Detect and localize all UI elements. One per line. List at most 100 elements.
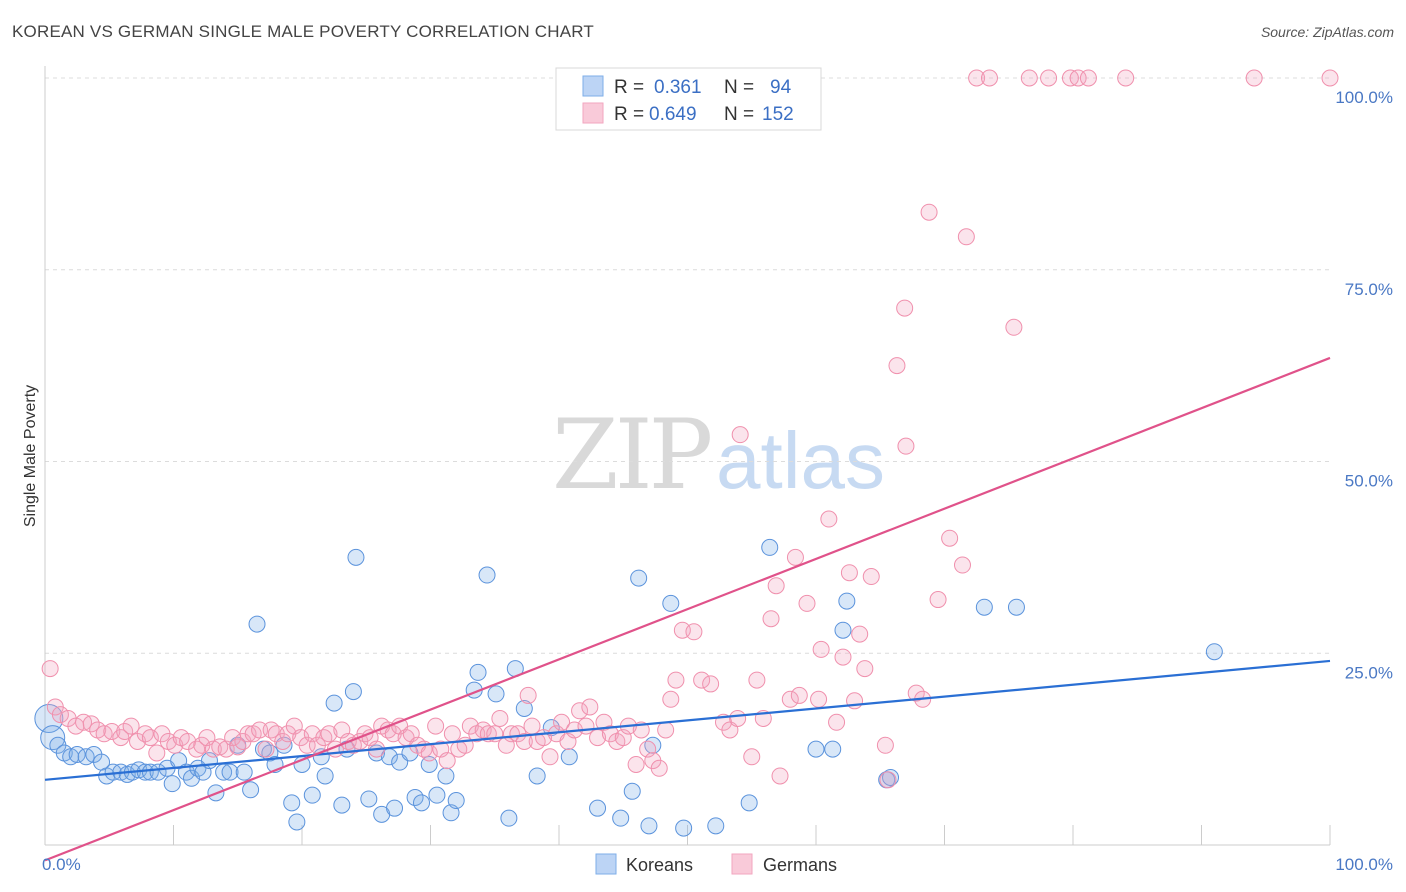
y-tick-label-1: 50.0% — [1345, 472, 1393, 491]
german-point-65 — [438, 752, 456, 770]
watermark-atlas: atlas — [716, 416, 885, 505]
korean-point-89 — [975, 598, 993, 616]
german-point-25 — [204, 740, 222, 758]
korean-point-61 — [447, 792, 465, 810]
german-point-9 — [103, 722, 121, 740]
german-point-153 — [1117, 69, 1135, 87]
german-point-140 — [920, 203, 938, 221]
german-point-107 — [693, 671, 711, 689]
german-point-2 — [51, 706, 69, 724]
german-point-132 — [862, 568, 880, 586]
german-point-88 — [571, 702, 589, 720]
german-point-29 — [229, 738, 247, 756]
korean-point-80 — [707, 817, 725, 835]
bottom-legend-germans-swatch — [731, 853, 753, 875]
german-point-128 — [840, 564, 858, 582]
bottom-legend-germans-label: Germans — [763, 855, 837, 875]
legend-germans-r-label: R = — [614, 104, 644, 125]
legend-koreans-n-label: N = — [724, 77, 754, 98]
korean-point-37 — [283, 794, 301, 812]
korean-point-31 — [242, 781, 260, 799]
germans-trend-line — [44, 356, 1331, 862]
korean-point-56 — [413, 794, 431, 812]
german-point-136 — [896, 299, 914, 317]
korean-point-19 — [163, 775, 181, 793]
german-point-26 — [211, 738, 229, 756]
german-point-78 — [515, 732, 533, 750]
german-point-83 — [541, 748, 559, 766]
german-point-66 — [443, 725, 461, 743]
korean-point-32 — [248, 615, 266, 633]
german-point-133 — [876, 736, 894, 754]
german-point-85 — [553, 713, 571, 731]
korean-point-48 — [360, 790, 378, 808]
legend-germans-swatch — [582, 102, 604, 124]
legend-koreans-r-value: 0.361 — [654, 77, 702, 98]
german-point-144 — [957, 228, 975, 246]
legend-germans-r-value: 0.649 — [649, 104, 697, 125]
german-point-118 — [771, 767, 789, 785]
german-point-120 — [786, 548, 804, 566]
german-point-97 — [627, 755, 645, 773]
german-point-103 — [662, 690, 680, 708]
korean-point-40 — [303, 786, 321, 804]
bottom-legend-koreans-swatch — [595, 853, 617, 875]
german-point-12 — [122, 717, 140, 735]
korean-point-83 — [807, 740, 825, 758]
korean-point-47 — [347, 548, 365, 566]
german-point-33 — [251, 721, 269, 739]
german-point-123 — [810, 690, 828, 708]
legend-germans-n-value: 152 — [762, 104, 794, 125]
german-point-74 — [491, 709, 509, 727]
german-point-130 — [851, 625, 869, 643]
german-point-106 — [685, 623, 703, 641]
german-point-0 — [41, 660, 59, 678]
korean-point-78 — [662, 594, 680, 612]
korean-point-65 — [487, 685, 505, 703]
korean-point-74 — [623, 782, 641, 800]
german-point-151 — [1069, 69, 1087, 87]
korean-point-90 — [1007, 598, 1025, 616]
korean-point-69 — [528, 767, 546, 785]
german-point-147 — [1005, 318, 1023, 336]
korean-point-63 — [469, 663, 487, 681]
x-tick-label-0: 0.0% — [42, 855, 81, 874]
source-label: Source: ZipAtlas.com — [1260, 24, 1394, 40]
y-tick-label-3: 100.0% — [1335, 88, 1393, 107]
bottom-legend-koreans-label: Koreans — [626, 855, 693, 875]
german-point-45 — [320, 725, 338, 743]
german-point-141 — [929, 591, 947, 609]
korean-point-42 — [316, 767, 334, 785]
legend-koreans-r-label: R = — [614, 77, 644, 98]
german-point-90 — [581, 698, 599, 716]
korean-point-52 — [386, 799, 404, 817]
german-point-149 — [1040, 69, 1058, 87]
german-point-154 — [1245, 69, 1263, 87]
korean-point-4 — [62, 748, 80, 766]
korean-point-71 — [560, 748, 578, 766]
german-point-63 — [427, 717, 445, 735]
korean-point-75 — [630, 569, 648, 587]
korean-point-82 — [761, 538, 779, 556]
german-point-114 — [748, 671, 766, 689]
korean-point-44 — [333, 796, 351, 814]
german-point-16 — [148, 744, 166, 762]
german-point-101 — [650, 759, 668, 777]
watermark-zip: ZIP — [552, 399, 711, 511]
german-point-146 — [980, 69, 998, 87]
german-point-135 — [888, 357, 906, 375]
korean-point-72 — [589, 799, 607, 817]
korean-point-57 — [420, 755, 438, 773]
german-point-137 — [897, 437, 915, 455]
german-point-145 — [968, 69, 986, 87]
tick-labels: 25.0% 50.0% 75.0% 100.0% 0.0% 100.0% — [42, 88, 1393, 874]
german-point-122 — [798, 594, 816, 612]
german-point-104 — [667, 671, 685, 689]
german-point-113 — [743, 748, 761, 766]
german-point-138 — [907, 684, 925, 702]
korean-point-91 — [1205, 643, 1223, 661]
korean-point-81 — [740, 794, 758, 812]
korean-point-43 — [325, 694, 343, 712]
korean-point-1 — [40, 725, 66, 751]
